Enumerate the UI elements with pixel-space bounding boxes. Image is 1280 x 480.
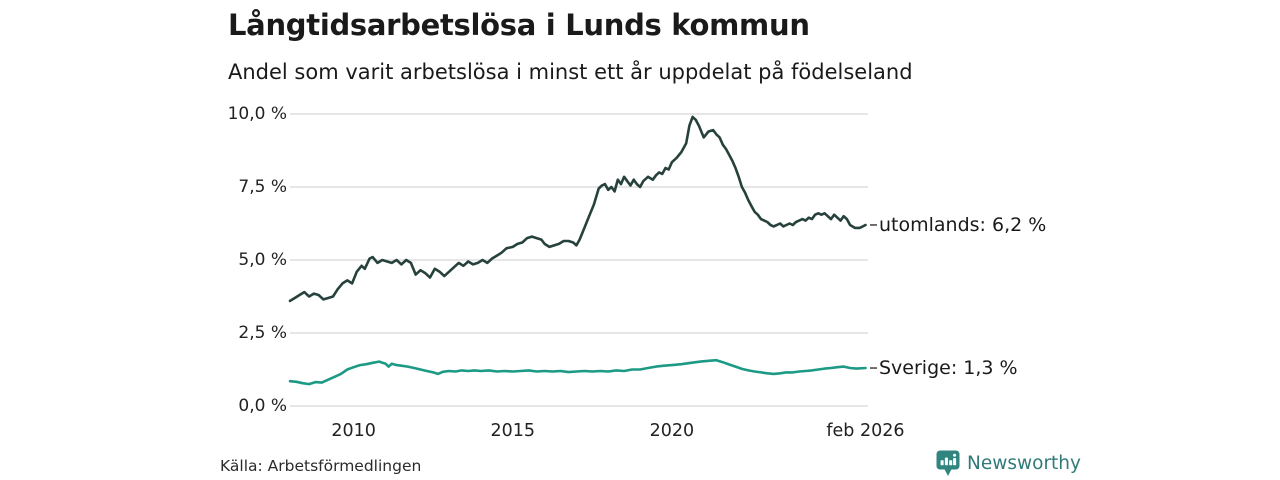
y-tick-label: 2,5 %: [238, 323, 287, 343]
series-label-utomlands: utomlands: 6,2 %: [879, 213, 1047, 236]
y-tick-label: 0,0 %: [238, 396, 287, 416]
x-tick-label: 2020: [649, 421, 695, 441]
series-line-utomlands: [288, 115, 867, 303]
y-tick-label: 5,0 %: [238, 250, 287, 270]
x-tick-label: feb 2026: [826, 421, 905, 441]
brand-name: Newsworthy: [967, 453, 1081, 474]
brand-lockup: Newsworthy: [936, 450, 1081, 477]
source-note: Källa: Arbetsförmedlingen: [220, 457, 422, 475]
series-label-Sverige: Sverige: 1,3 %: [879, 357, 1018, 380]
x-tick-label: 2015: [490, 421, 536, 441]
series-line-Sverige: [288, 358, 867, 386]
newsworthy-chart-bubble-icon: [936, 450, 960, 476]
chart-subtitle: Andel som varit arbetslösa i minst ett å…: [228, 60, 913, 84]
x-tick-label: 2010: [331, 421, 376, 441]
chart-title: Långtidsarbetslösa i Lunds kommun: [228, 8, 810, 42]
y-tick-label: 10,0 %: [227, 104, 287, 124]
y-tick-label: 7,5 %: [238, 177, 287, 197]
